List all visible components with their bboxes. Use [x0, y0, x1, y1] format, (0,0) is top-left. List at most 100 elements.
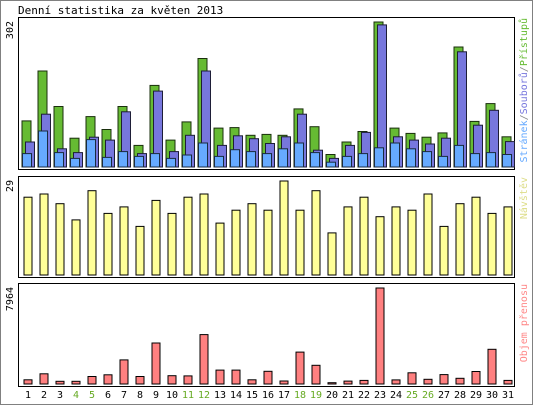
bar-traffic-17	[279, 380, 289, 385]
bar-hits-Stránek-2	[38, 130, 48, 168]
bar-visits-19	[311, 190, 321, 276]
bar-traffic-6	[103, 374, 113, 385]
bar-traffic-23	[375, 287, 385, 385]
x-tick-28: 28	[454, 390, 466, 401]
bar-visits-15	[247, 203, 257, 276]
bar-visits-5	[87, 190, 97, 276]
x-tick-20: 20	[326, 390, 338, 401]
bar-traffic-16	[263, 370, 273, 385]
bar-hits-Stránek-14	[230, 149, 240, 168]
x-tick-8: 8	[137, 390, 143, 401]
x-tick-13: 13	[214, 390, 226, 401]
bar-visits-30	[487, 212, 497, 276]
bar-visits-27	[439, 225, 449, 276]
bar-traffic-20	[327, 382, 337, 385]
x-tick-31: 31	[502, 390, 514, 401]
bar-visits-10	[167, 212, 177, 276]
panel-visits: 29 Návštěv	[5, 176, 530, 278]
bar-hits-Stránek-9	[150, 153, 160, 168]
x-tick-17: 17	[278, 390, 290, 401]
bar-traffic-22	[359, 379, 369, 385]
bar-visits-16	[263, 209, 273, 276]
bar-traffic-9	[151, 342, 161, 385]
legend-visits: Návštěv	[518, 177, 530, 219]
legend-entry-traffic-0: Objem přenosu	[518, 284, 530, 362]
x-tick-12: 12	[198, 390, 210, 401]
bar-visits-14	[231, 209, 241, 276]
bar-hits-Stránek-31	[502, 154, 512, 168]
x-tick-22: 22	[358, 390, 370, 401]
bar-traffic-8	[135, 376, 145, 385]
bar-visits-20	[327, 232, 337, 276]
legend-entry-hits-3: /	[519, 66, 530, 72]
x-tick-15: 15	[246, 390, 258, 401]
bar-traffic-2	[39, 373, 49, 385]
x-tick-27: 27	[438, 390, 450, 401]
x-tick-5: 5	[89, 390, 95, 401]
bar-visits-24	[391, 206, 401, 276]
bars-traffic	[23, 287, 513, 385]
bar-traffic-12	[199, 334, 209, 385]
bar-visits-7	[119, 206, 129, 276]
x-tick-2: 2	[41, 390, 47, 401]
y-max-label-traffic: 7964	[5, 287, 16, 311]
bar-visits-28	[455, 203, 465, 276]
bar-traffic-5	[87, 376, 97, 385]
bar-visits-29	[471, 196, 481, 276]
x-tick-4: 4	[73, 390, 79, 401]
x-tick-11: 11	[182, 390, 194, 401]
x-tick-29: 29	[470, 390, 482, 401]
legend-entry-visits-0: Návštěv	[518, 177, 530, 219]
bar-hits-Stránek-18	[294, 142, 304, 168]
x-tick-18: 18	[294, 390, 306, 401]
legend-traffic: Objem přenosu	[518, 284, 530, 362]
x-tick-1: 1	[25, 390, 31, 401]
bar-hits-Stránek-1	[22, 153, 32, 168]
bar-hits-Stránek-21	[342, 155, 352, 168]
bar-traffic-31	[503, 379, 513, 385]
bar-traffic-4	[71, 380, 81, 385]
x-tick-9: 9	[153, 390, 159, 401]
bar-visits-12	[199, 193, 209, 276]
bar-hits-Stránek-24	[390, 142, 400, 168]
bars-hits	[21, 21, 515, 168]
bar-traffic-25	[407, 372, 417, 385]
bar-hits-Souborů-23	[377, 24, 387, 168]
bar-hits-Stránek-8	[134, 155, 144, 168]
bar-hits-Stránek-15	[246, 151, 256, 168]
bar-hits-Stránek-22	[358, 153, 368, 168]
bar-visits-1	[23, 196, 33, 276]
legend-entry-hits-2: Souborů	[518, 72, 530, 114]
bar-traffic-19	[311, 364, 321, 385]
x-tick-3: 3	[57, 390, 63, 401]
bar-visits-31	[503, 206, 513, 276]
bar-hits-Stránek-23	[374, 147, 384, 168]
x-tick-16: 16	[262, 390, 274, 401]
bar-traffic-14	[231, 369, 241, 385]
bar-hits-Stránek-25	[406, 148, 416, 168]
bar-traffic-28	[455, 377, 465, 385]
bar-traffic-10	[167, 375, 177, 385]
bar-hits-Stránek-17	[278, 148, 288, 168]
bar-traffic-1	[23, 379, 33, 385]
bar-visits-4	[71, 219, 81, 276]
legend-hits: Stránek/Souborů/Přístupů	[518, 18, 530, 163]
panel-traffic: 7964 Objem přenosu	[5, 283, 530, 387]
bar-visits-13	[215, 222, 225, 276]
bar-hits-Stránek-7	[118, 151, 128, 168]
bar-traffic-24	[391, 379, 401, 385]
bar-hits-Stránek-4	[70, 157, 80, 168]
bar-visits-11	[183, 196, 193, 276]
x-tick-26: 26	[422, 390, 434, 401]
bar-visits-6	[103, 212, 113, 276]
bar-visits-21	[343, 206, 353, 276]
bar-visits-3	[55, 203, 65, 276]
legend-entry-hits-0: Stránek	[518, 120, 530, 162]
chart-title: Denní statistika za květen 2013	[18, 4, 223, 17]
bar-visits-9	[151, 199, 161, 276]
bar-visits-23	[375, 216, 385, 276]
bar-visits-17	[279, 180, 289, 276]
bar-traffic-11	[183, 375, 193, 385]
bar-hits-Stránek-20	[326, 161, 336, 168]
